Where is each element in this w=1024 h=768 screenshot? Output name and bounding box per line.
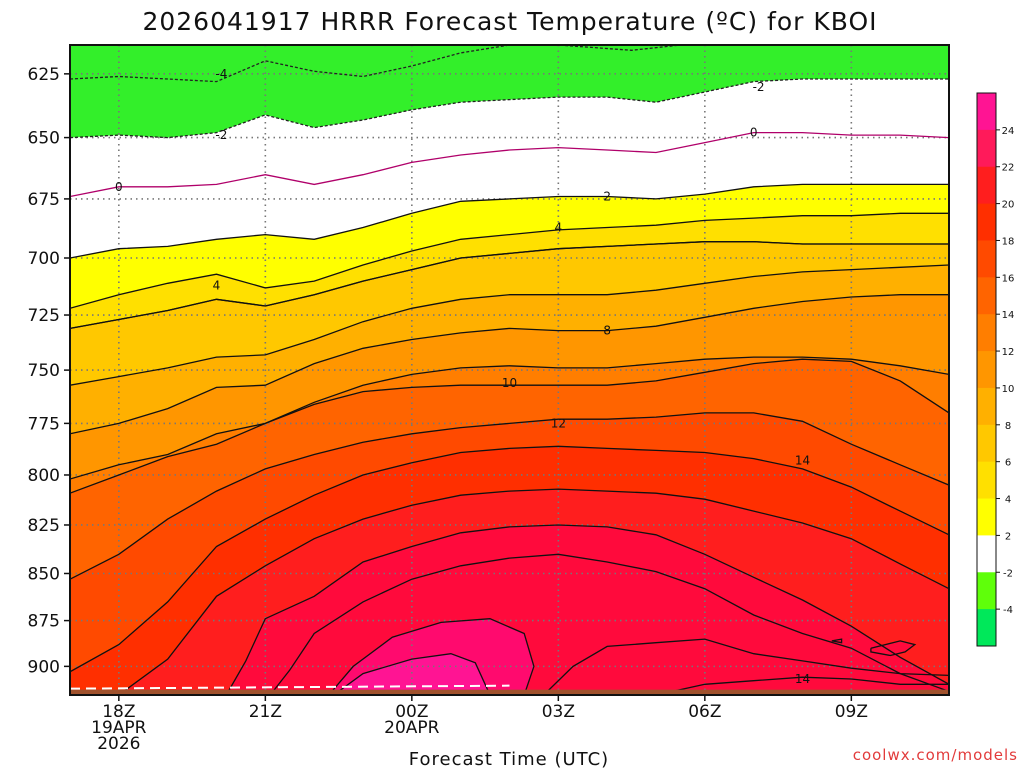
colorbar-label: 6 <box>1005 458 1011 469</box>
contour-label-text: 14 <box>795 454 810 468</box>
colorbar-swatch <box>977 314 996 352</box>
contour-line <box>70 241 949 330</box>
contour-line <box>70 412 949 580</box>
contour-label-text: 0 <box>115 180 123 194</box>
x-tick-label: 2026 <box>97 734 140 754</box>
colorbar-swatch <box>977 129 996 168</box>
colorbar-swatch <box>977 535 996 573</box>
colorbar-label: 18 <box>1002 236 1015 247</box>
colorbar-swatch <box>977 277 996 315</box>
contour-label-text: -2 <box>215 128 227 142</box>
x-tick-label: 19APR <box>91 718 147 738</box>
colorbar-swatch <box>977 240 996 278</box>
colorbar-swatch <box>977 461 996 500</box>
contour-label-text: 4 <box>555 221 563 235</box>
y-tick-label: 875 <box>28 612 60 632</box>
contour-label-text: 4 <box>213 279 221 293</box>
contour-label-text: 2 <box>603 189 611 203</box>
colorbar-label: 20 <box>1002 200 1015 211</box>
colorbar-swatch <box>977 166 996 205</box>
contour-line <box>328 618 535 695</box>
colorbar-label: 2 <box>1005 531 1011 542</box>
colorbar-label: 8 <box>1005 421 1011 432</box>
x-tick-label: 20APR <box>384 718 440 738</box>
fill-core-1 <box>333 653 490 695</box>
contour-line <box>70 131 949 198</box>
contour-labels: -4 -2 -2 0 0 2 4 4 8 10 12 14 14 <box>115 67 810 686</box>
contour-label-text: 8 <box>603 324 611 338</box>
colorbar-label: 22 <box>1002 163 1015 174</box>
y-tick-label: 850 <box>28 564 60 584</box>
colorbar-swatch <box>977 424 996 463</box>
colorbar-label: -4 <box>1003 605 1013 616</box>
colorbar-swatch <box>977 609 996 647</box>
contour-line <box>70 78 949 139</box>
y-tick-label: 625 <box>28 65 60 85</box>
x-tick-label: 09Z <box>835 702 868 722</box>
contour-lines <box>70 45 949 695</box>
colorbar-label: 24 <box>1002 126 1015 137</box>
colorbar-swatch <box>977 351 996 389</box>
x-tick-label: 21Z <box>249 702 282 722</box>
x-tick-label: 03Z <box>542 702 575 722</box>
colorbar-swatch <box>977 203 996 241</box>
contour-line <box>70 183 949 259</box>
colorbar-swatch <box>977 498 996 536</box>
colorbar-swatch <box>977 93 996 131</box>
y-tick-label: 825 <box>28 516 60 536</box>
x-tick-label: 18Z <box>102 702 135 722</box>
contour-label-text: -4 <box>215 67 227 81</box>
colorbar-label: 12 <box>1002 347 1015 358</box>
contour-line <box>70 356 949 480</box>
contour-line <box>225 524 949 695</box>
contour-line <box>655 676 949 695</box>
contour-line <box>70 264 949 386</box>
contour-label-text: 10 <box>502 376 517 390</box>
colorbar-swatch <box>977 387 996 426</box>
contour-label-text: 0 <box>750 126 758 140</box>
contour-line <box>333 653 491 695</box>
colorbar-swatch <box>977 572 996 610</box>
colorbar-label: -2 <box>1003 568 1013 579</box>
contour-line <box>831 638 843 644</box>
y-tick-label: 700 <box>28 249 60 269</box>
contour-line <box>543 638 949 695</box>
y-tick-label: 650 <box>28 129 60 149</box>
terrain-area <box>70 689 949 695</box>
colorbar-label: 16 <box>1002 273 1015 284</box>
contour-line <box>70 212 949 309</box>
chart-title: 2026041917 HRRR Forecast Temperature (ºC… <box>142 7 877 36</box>
y-axis: 625 650 675 700 725 750 775 800 825 850 875 900 <box>28 65 70 677</box>
credit-text: coolwx.com/models <box>853 746 1018 764</box>
terrain-edge <box>70 684 510 690</box>
colorbar: 24 22 20 18 16 14 12 10 8 6 4 2 -2 -4 <box>976 92 1015 647</box>
colorbar-frame <box>976 92 997 647</box>
contour-label-text: -2 <box>753 80 765 94</box>
colorbar-label: 4 <box>1005 495 1011 506</box>
y-tick-label: 800 <box>28 466 60 486</box>
colorbar-label: 14 <box>1002 310 1015 321</box>
x-tick-label: 00Z <box>395 702 428 722</box>
contour-line <box>70 294 949 435</box>
colorbar-label: 10 <box>1002 384 1015 395</box>
contour-line <box>870 640 917 657</box>
contour-line <box>118 488 949 695</box>
contour-label-text: 14 <box>795 672 810 686</box>
temperature-fill-layer <box>70 45 949 695</box>
x-tick-label: 06Z <box>688 702 721 722</box>
contour-line <box>70 358 949 494</box>
y-tick-label: 725 <box>28 306 60 326</box>
y-tick-label: 900 <box>28 657 60 677</box>
y-tick-label: 775 <box>28 414 60 434</box>
x-axis-label: Forecast Time (UTC) <box>409 749 609 768</box>
contour-label-text: 12 <box>551 416 566 430</box>
terrain-fill <box>70 684 949 695</box>
grid-lines <box>70 45 949 695</box>
contour-line <box>269 553 949 695</box>
y-tick-label: 675 <box>28 190 60 210</box>
y-tick-label: 750 <box>28 361 60 381</box>
contour-line <box>70 445 949 673</box>
